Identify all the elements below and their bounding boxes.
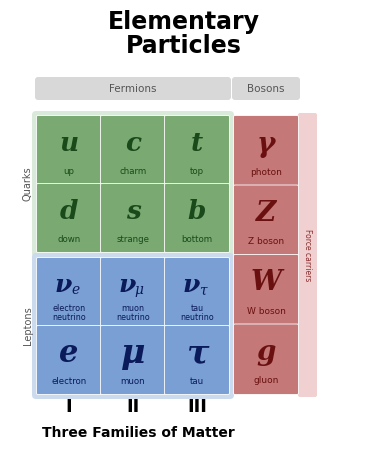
FancyBboxPatch shape [36,326,102,395]
Text: Fermions: Fermions [109,83,157,93]
Text: strange: strange [117,235,149,244]
FancyBboxPatch shape [298,113,317,397]
FancyBboxPatch shape [36,184,102,253]
FancyBboxPatch shape [36,115,102,184]
FancyBboxPatch shape [234,185,298,256]
Text: Z boson: Z boson [248,237,284,246]
Text: ν: ν [118,273,135,297]
Text: Leptons: Leptons [23,307,33,345]
Text: ν: ν [54,273,71,297]
Text: photon: photon [250,168,282,177]
Text: e: e [71,283,79,297]
FancyBboxPatch shape [100,184,166,253]
Text: τ: τ [186,337,208,370]
Text: III: III [187,398,207,416]
Text: g: g [256,339,276,366]
FancyBboxPatch shape [232,77,300,100]
FancyBboxPatch shape [164,326,230,395]
Text: W boson: W boson [247,307,286,316]
FancyBboxPatch shape [100,258,166,327]
Text: Force carriers: Force carriers [303,229,312,281]
Text: Three Families of Matter: Three Families of Matter [42,426,234,440]
Text: electron: electron [52,377,86,386]
Text: tau: tau [190,377,204,386]
Text: μ: μ [121,337,145,370]
Text: tau
neutrino: tau neutrino [180,304,214,322]
Text: u: u [60,131,78,156]
Text: W: W [251,270,282,296]
Text: Quarks: Quarks [23,167,33,201]
Text: c: c [125,131,141,156]
Text: gluon: gluon [253,376,279,385]
Text: Z: Z [256,200,276,227]
Text: ν: ν [182,273,199,297]
Text: b: b [188,199,206,224]
FancyBboxPatch shape [164,258,230,327]
Text: top: top [190,166,204,175]
FancyBboxPatch shape [32,253,234,399]
Text: down: down [57,235,81,244]
Text: muon
neutrino: muon neutrino [116,304,150,322]
Text: μ: μ [135,283,144,297]
Text: up: up [64,166,74,175]
FancyBboxPatch shape [234,115,298,186]
Text: II: II [126,398,139,416]
Text: s: s [125,199,141,224]
Text: t: t [191,131,203,156]
Text: τ: τ [199,283,207,297]
Text: I: I [66,398,72,416]
FancyBboxPatch shape [32,111,234,257]
FancyBboxPatch shape [36,258,102,327]
Text: γ: γ [257,130,275,157]
Text: muon: muon [121,377,145,386]
FancyBboxPatch shape [234,324,298,395]
Text: d: d [60,199,78,224]
Text: Elementary
Particles: Elementary Particles [108,10,260,58]
Text: charm: charm [119,166,146,175]
FancyBboxPatch shape [234,254,298,325]
FancyBboxPatch shape [164,184,230,253]
Text: bottom: bottom [181,235,213,244]
Text: Bosons: Bosons [247,83,285,93]
Text: e: e [59,338,79,369]
FancyBboxPatch shape [100,115,166,184]
FancyBboxPatch shape [35,77,231,100]
FancyBboxPatch shape [100,326,166,395]
FancyBboxPatch shape [164,115,230,184]
Text: electron
neutrino: electron neutrino [52,304,86,322]
